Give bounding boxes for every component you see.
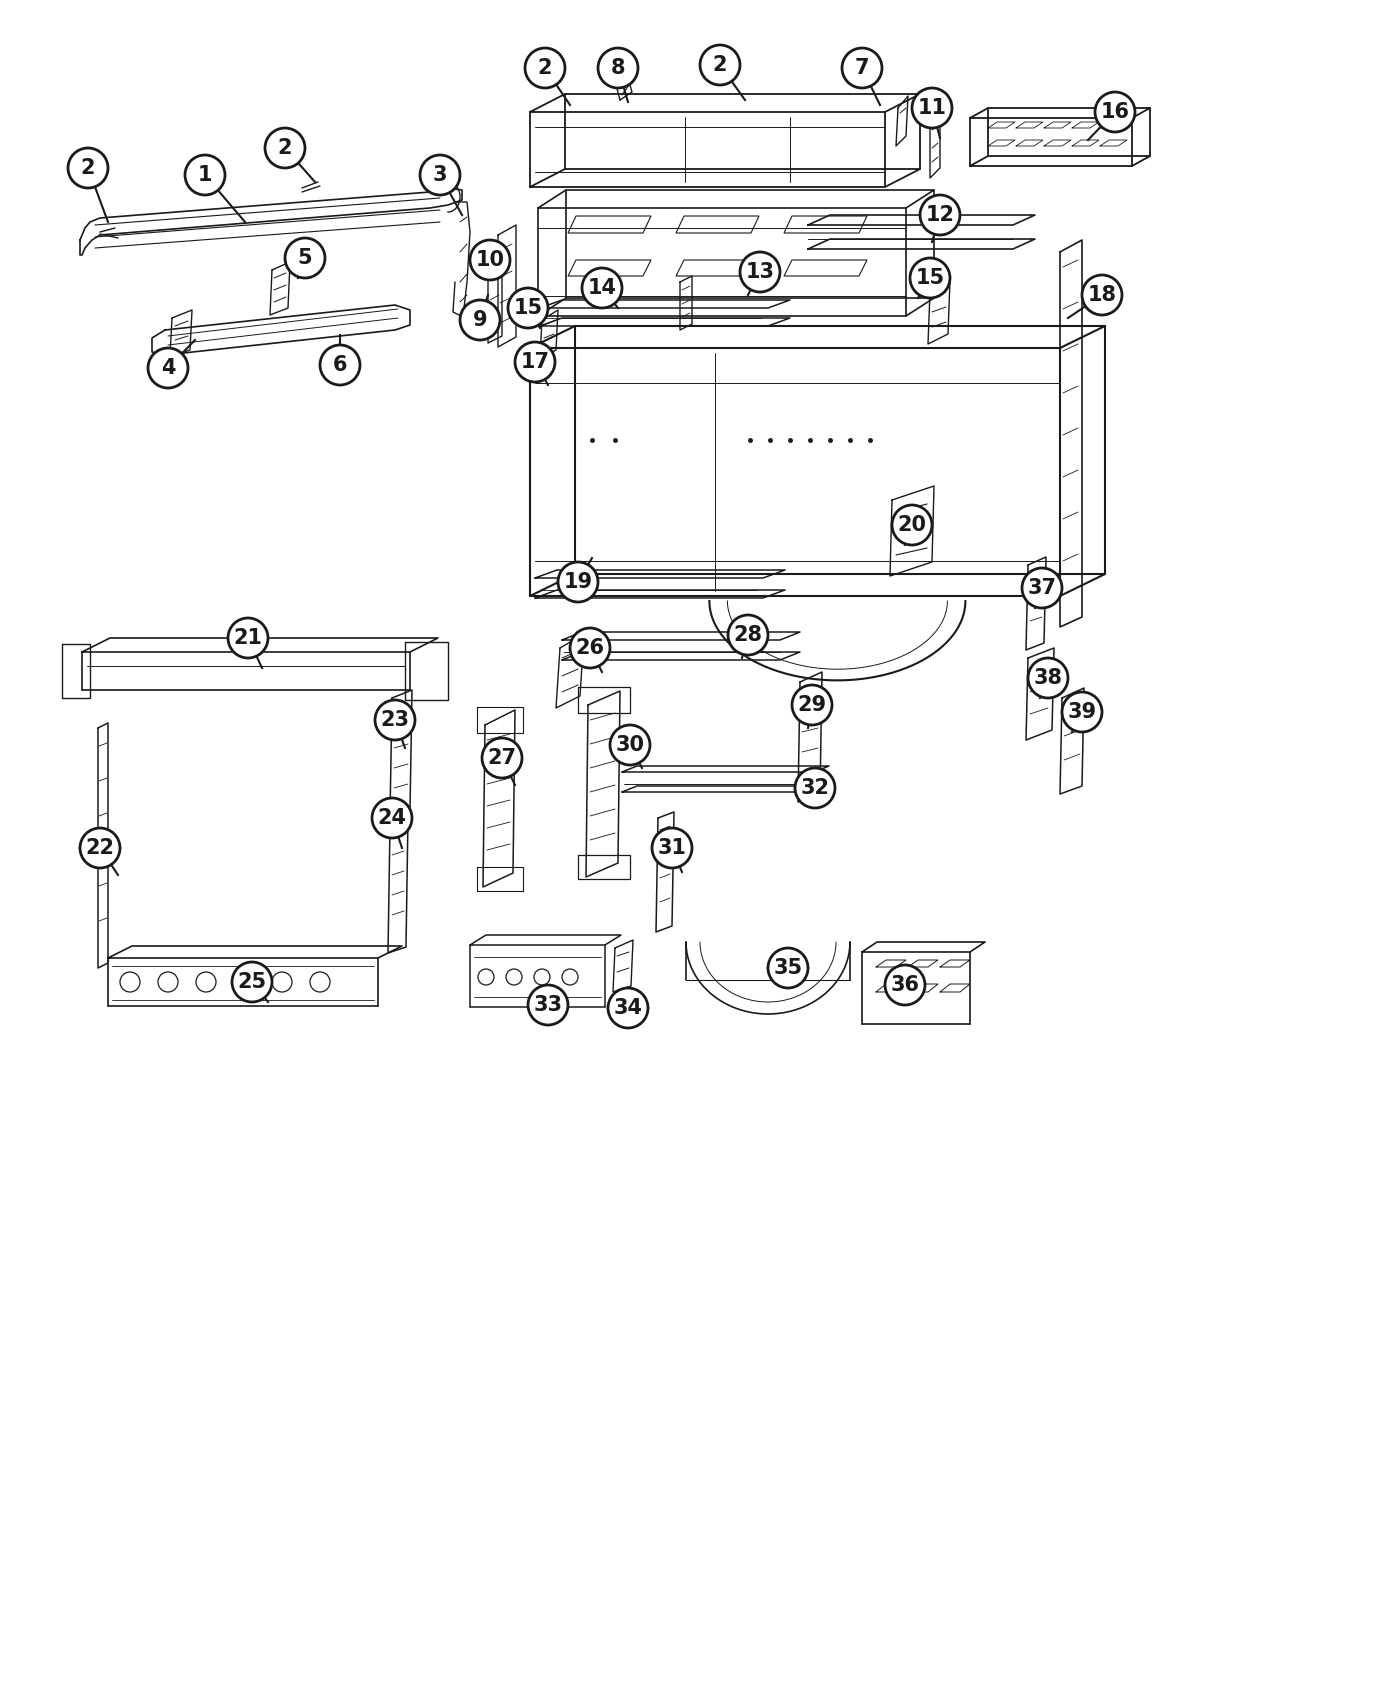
Circle shape — [234, 972, 253, 993]
Text: 23: 23 — [381, 711, 409, 729]
Circle shape — [610, 724, 650, 765]
Circle shape — [420, 155, 461, 196]
Text: 5: 5 — [298, 248, 312, 269]
Text: 32: 32 — [801, 779, 829, 797]
Circle shape — [309, 972, 330, 993]
Text: 13: 13 — [745, 262, 774, 282]
Circle shape — [69, 148, 108, 189]
Circle shape — [196, 972, 216, 993]
Circle shape — [769, 949, 808, 988]
Text: 16: 16 — [1100, 102, 1130, 122]
Circle shape — [652, 828, 692, 869]
Circle shape — [525, 48, 566, 88]
Text: 2: 2 — [538, 58, 552, 78]
Circle shape — [515, 342, 554, 383]
Text: 36: 36 — [890, 976, 920, 994]
Circle shape — [272, 972, 293, 993]
Text: 6: 6 — [333, 355, 347, 376]
Circle shape — [80, 828, 120, 869]
Text: 27: 27 — [487, 748, 517, 768]
Text: 37: 37 — [1028, 578, 1057, 598]
Text: 39: 39 — [1067, 702, 1096, 722]
Circle shape — [321, 345, 360, 384]
Circle shape — [792, 685, 832, 724]
Text: 35: 35 — [773, 959, 802, 978]
Circle shape — [286, 238, 325, 279]
Circle shape — [885, 966, 925, 1005]
Circle shape — [158, 972, 178, 993]
Text: 11: 11 — [917, 99, 946, 117]
Circle shape — [1082, 275, 1121, 314]
Circle shape — [508, 287, 547, 328]
Circle shape — [505, 969, 522, 984]
Text: 10: 10 — [476, 250, 504, 270]
Text: 7: 7 — [855, 58, 869, 78]
Text: 3: 3 — [433, 165, 447, 185]
Text: 28: 28 — [734, 626, 763, 644]
Circle shape — [570, 627, 610, 668]
Circle shape — [120, 972, 140, 993]
Circle shape — [528, 984, 568, 1025]
Circle shape — [372, 797, 412, 838]
Circle shape — [1063, 692, 1102, 733]
Text: 17: 17 — [521, 352, 549, 372]
Circle shape — [910, 258, 951, 297]
Text: 2: 2 — [713, 54, 727, 75]
Circle shape — [148, 348, 188, 388]
Text: 15: 15 — [916, 269, 945, 287]
Circle shape — [477, 969, 494, 984]
Text: 4: 4 — [161, 359, 175, 377]
Circle shape — [598, 48, 638, 88]
Text: 30: 30 — [616, 734, 644, 755]
Circle shape — [700, 44, 741, 85]
Circle shape — [1095, 92, 1135, 133]
Text: 31: 31 — [658, 838, 686, 858]
Text: 25: 25 — [238, 972, 266, 993]
Text: 21: 21 — [234, 627, 263, 648]
Text: 1: 1 — [197, 165, 213, 185]
Text: 15: 15 — [514, 298, 543, 318]
Circle shape — [608, 988, 648, 1028]
Circle shape — [533, 969, 550, 984]
Circle shape — [482, 738, 522, 779]
Circle shape — [582, 269, 622, 308]
Circle shape — [461, 299, 500, 340]
Circle shape — [228, 619, 267, 658]
Circle shape — [232, 962, 272, 1001]
Circle shape — [265, 128, 305, 168]
Text: 2: 2 — [81, 158, 95, 178]
Text: 9: 9 — [473, 309, 487, 330]
Circle shape — [561, 969, 578, 984]
Circle shape — [911, 88, 952, 128]
Text: 29: 29 — [798, 695, 826, 716]
Circle shape — [559, 563, 598, 602]
Text: 20: 20 — [897, 515, 927, 536]
Text: 22: 22 — [85, 838, 115, 858]
Text: 2: 2 — [277, 138, 293, 158]
Circle shape — [920, 196, 960, 235]
Circle shape — [741, 252, 780, 292]
Text: 34: 34 — [613, 998, 643, 1018]
Circle shape — [470, 240, 510, 280]
Circle shape — [1022, 568, 1063, 609]
Text: 24: 24 — [378, 808, 406, 828]
Text: 38: 38 — [1033, 668, 1063, 688]
Text: 19: 19 — [563, 571, 592, 592]
Text: 12: 12 — [925, 206, 955, 224]
Circle shape — [728, 615, 769, 654]
Text: 18: 18 — [1088, 286, 1117, 304]
Text: 26: 26 — [575, 638, 605, 658]
Circle shape — [375, 700, 414, 740]
Circle shape — [185, 155, 225, 196]
Circle shape — [892, 505, 932, 546]
Circle shape — [795, 768, 834, 807]
Text: 14: 14 — [588, 279, 616, 298]
Circle shape — [841, 48, 882, 88]
Text: 33: 33 — [533, 994, 563, 1015]
Text: 8: 8 — [610, 58, 626, 78]
Circle shape — [1028, 658, 1068, 699]
